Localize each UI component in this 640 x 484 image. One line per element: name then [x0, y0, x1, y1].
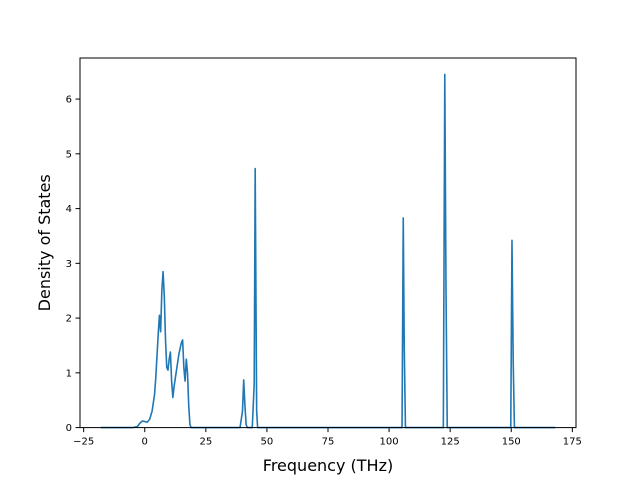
line-layer [100, 73, 556, 429]
y-tick-label: 1 [66, 368, 72, 379]
x-tick-label: 0 [142, 437, 148, 448]
x-tick-label: 125 [441, 437, 460, 448]
y-tick-label: 5 [66, 149, 72, 160]
dos-line [100, 73, 556, 429]
y-tick-label: 2 [66, 314, 72, 325]
x-axis-label: Frequency (THz) [263, 456, 393, 475]
y-tick-label: 6 [66, 95, 72, 106]
x-tick-label: −25 [73, 437, 94, 448]
y-axis-label: Density of States [35, 174, 54, 311]
x-tick-label: 175 [563, 437, 582, 448]
x-tick-label: 100 [380, 437, 399, 448]
x-tick-label: 75 [322, 437, 335, 448]
y-tick-label: 4 [66, 204, 72, 215]
x-tick-label: 150 [502, 437, 521, 448]
x-tick-label: 25 [199, 437, 212, 448]
x-tick-label: 50 [261, 437, 274, 448]
y-tick-label: 3 [66, 259, 72, 270]
axes-frame [79, 57, 577, 429]
y-tick-label: 0 [66, 423, 72, 434]
